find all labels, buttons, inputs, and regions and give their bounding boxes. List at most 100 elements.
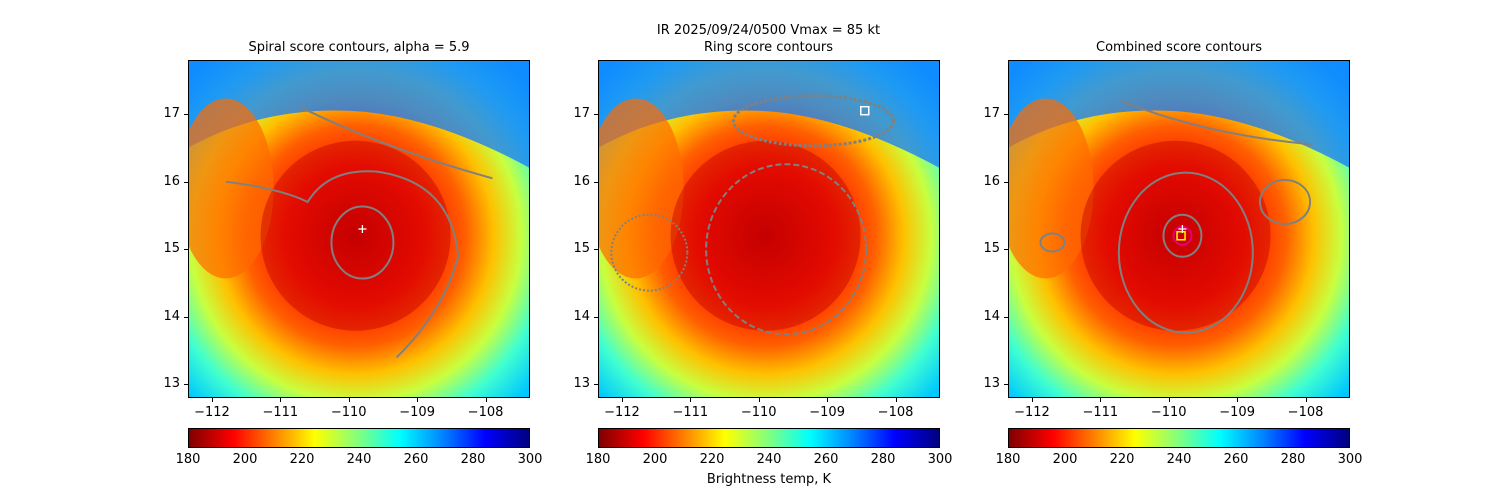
ring-score-panel [598,60,940,398]
x-tick-label: −109 [399,405,435,420]
colorbar-tick-label: 220 [289,452,315,467]
y-tick-label: 14 [573,308,590,324]
colorbar-tick-label: 260 [403,452,429,467]
combined-contour [1162,213,1203,258]
combined-panel-title: Combined score contours [1096,40,1262,55]
x-tick-label: −109 [1219,405,1255,420]
ring-contour [610,213,689,292]
y-tick-mark [184,181,188,183]
colorbar-tick-label: 280 [460,452,486,467]
x-tick-mark [1031,398,1033,402]
heatmap-svg [1008,60,1350,398]
x-tick-mark [1100,398,1102,402]
colorbar-tick-label: 300 [517,452,543,467]
x-tick-mark [485,398,487,402]
axes-frame [1008,60,1350,398]
colorbar-tick-label: 280 [1280,452,1306,467]
y-tick-mark [594,249,598,251]
colorbar [1008,428,1350,448]
x-tick-mark [621,398,623,402]
colorbar [188,428,530,448]
y-tick-label: 17 [983,106,1000,122]
combined-contour [1039,232,1066,253]
y-tick-label: 14 [983,308,1000,324]
x-tick-label: −112 [1014,405,1050,420]
y-tick-label: 16 [573,173,590,189]
spiral-contour [330,205,395,280]
colorbar-tick-label: 180 [175,452,201,467]
x-tick-label: −111 [262,405,299,420]
x-tick-mark [1305,398,1307,402]
y-tick-mark [184,316,188,318]
spiral-panel-title: Spiral score contours, alpha = 5.9 [248,40,470,55]
cold-cloud-band [1008,60,1350,169]
heatmap-svg [598,60,940,398]
storm-core [1080,140,1271,331]
axes-frame [188,60,530,398]
y-tick-mark [594,316,598,318]
colorbar-tick-label: 200 [642,452,668,467]
center-square-marker [860,105,870,116]
spiral-score-panel [188,60,530,398]
x-tick-label: −108 [1287,405,1324,420]
x-tick-mark [211,398,213,402]
x-tick-label: −111 [672,405,709,420]
combined-contour [1117,171,1254,334]
colorbar-tick-label: 240 [1166,452,1192,467]
western-convection [188,98,274,279]
x-tick-mark [280,398,282,402]
colorbar-tick-label: 200 [1052,452,1078,467]
colorbar-tick-label: 260 [813,452,839,467]
x-tick-mark [827,398,829,402]
storm-core [670,140,861,331]
y-tick-label: 17 [163,106,180,122]
colorbar-tick-label: 240 [756,452,782,467]
colorbar-tick-label: 220 [1109,452,1135,467]
x-tick-mark [1168,398,1170,402]
cold-cloud-band [188,60,530,169]
x-tick-mark [758,398,760,402]
y-tick-label: 16 [163,173,180,189]
x-tick-label: −110 [330,405,367,420]
combined-contour [1120,99,1313,146]
y-tick-label: 13 [573,376,590,392]
colorbar-tick-label: 260 [1223,452,1249,467]
y-tick-label: 16 [983,173,1000,189]
y-tick-mark [1004,384,1008,386]
x-tick-mark [690,398,692,402]
y-tick-mark [594,114,598,116]
x-tick-mark [348,398,350,402]
combined-contour [1259,178,1312,225]
x-tick-mark [1237,398,1239,402]
center-square-marker [1176,231,1186,241]
y-tick-mark [184,114,188,116]
colorbar-tick-label: 180 [585,452,611,467]
colorbar-tick-label: 240 [346,452,372,467]
y-tick-mark [1004,249,1008,251]
y-tick-label: 13 [983,376,1000,392]
y-tick-mark [1004,181,1008,183]
y-tick-mark [594,384,598,386]
heatmap-svg [188,60,530,398]
western-convection [1008,98,1094,279]
y-tick-mark [594,181,598,183]
figure-title: IR 2025/09/24/0500 Vmax = 85 kt [656,23,881,38]
colorbar-tick-label: 280 [870,452,896,467]
spiral-contour [300,106,493,180]
y-tick-mark [1004,316,1008,318]
y-tick-mark [184,249,188,251]
center-plus-marker [358,225,367,233]
ring-contour [731,94,895,148]
y-tick-label: 14 [163,308,180,324]
x-tick-label: −108 [877,405,914,420]
combined-score-panel [1008,60,1350,398]
colorbar-tick-label: 300 [1337,452,1363,467]
y-tick-label: 13 [163,376,180,392]
x-tick-label: −112 [604,405,640,420]
x-tick-mark [417,398,419,402]
ring-contour [705,163,868,336]
colorbar-tick-label: 180 [995,452,1021,467]
colorbar-tick-label: 200 [232,452,258,467]
x-tick-label: −111 [1082,405,1119,420]
x-tick-label: −110 [1150,405,1187,420]
